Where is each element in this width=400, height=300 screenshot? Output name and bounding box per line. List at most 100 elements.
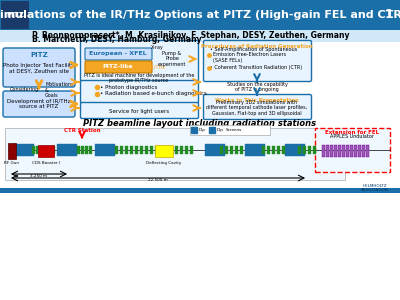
FancyBboxPatch shape bbox=[0, 188, 400, 193]
FancyBboxPatch shape bbox=[44, 146, 47, 154]
FancyBboxPatch shape bbox=[230, 146, 233, 154]
FancyBboxPatch shape bbox=[0, 0, 400, 30]
FancyBboxPatch shape bbox=[354, 145, 357, 157]
Text: Dip: Dip bbox=[217, 128, 224, 132]
FancyBboxPatch shape bbox=[8, 143, 16, 159]
FancyBboxPatch shape bbox=[255, 144, 265, 156]
FancyBboxPatch shape bbox=[115, 146, 118, 154]
FancyBboxPatch shape bbox=[0, 30, 400, 42]
FancyBboxPatch shape bbox=[315, 128, 390, 172]
FancyBboxPatch shape bbox=[175, 146, 178, 154]
FancyBboxPatch shape bbox=[295, 144, 305, 156]
FancyBboxPatch shape bbox=[160, 146, 163, 154]
FancyBboxPatch shape bbox=[235, 146, 238, 154]
FancyBboxPatch shape bbox=[308, 146, 311, 154]
Text: PITZ is ideal machine for development of the
prototype IR/THz source: PITZ is ideal machine for development of… bbox=[84, 73, 194, 83]
Text: Photo Injector Test Facility
at DESY, Zeuthen site: Photo Injector Test Facility at DESY, Ze… bbox=[3, 63, 75, 74]
FancyBboxPatch shape bbox=[1, 1, 29, 29]
FancyBboxPatch shape bbox=[80, 80, 198, 104]
Text: PITZ beamline layout including radiation stations: PITZ beamline layout including radiation… bbox=[84, 119, 316, 128]
FancyBboxPatch shape bbox=[3, 48, 75, 87]
FancyBboxPatch shape bbox=[272, 146, 275, 154]
FancyBboxPatch shape bbox=[338, 145, 341, 157]
Text: PITZ: PITZ bbox=[6, 12, 24, 18]
Text: 22.500 m: 22.500 m bbox=[148, 178, 168, 182]
FancyBboxPatch shape bbox=[185, 146, 188, 154]
FancyBboxPatch shape bbox=[334, 145, 337, 157]
FancyBboxPatch shape bbox=[81, 146, 84, 154]
FancyBboxPatch shape bbox=[303, 146, 306, 154]
FancyBboxPatch shape bbox=[85, 48, 152, 60]
Text: RF Gun: RF Gun bbox=[4, 161, 20, 165]
FancyBboxPatch shape bbox=[225, 146, 228, 154]
Text: HELMHOLTZ
ASSOCIATION: HELMHOLTZ ASSOCIATION bbox=[361, 184, 389, 192]
FancyBboxPatch shape bbox=[135, 146, 138, 154]
FancyBboxPatch shape bbox=[205, 144, 215, 156]
FancyBboxPatch shape bbox=[89, 146, 92, 154]
Text: Studies on the capability
of PITZ is ongoing: Studies on the capability of PITZ is ong… bbox=[226, 82, 288, 92]
FancyBboxPatch shape bbox=[180, 146, 183, 154]
Text: Pump &
Probe
experiment: Pump & Probe experiment bbox=[158, 51, 186, 67]
FancyBboxPatch shape bbox=[3, 91, 75, 117]
Text: Dip: Dip bbox=[199, 128, 206, 132]
Text: Considering: Considering bbox=[10, 88, 39, 92]
Text: European - XFEL: European - XFEL bbox=[89, 52, 147, 56]
Text: Deflecting Cavity: Deflecting Cavity bbox=[146, 161, 182, 165]
FancyBboxPatch shape bbox=[215, 144, 225, 156]
FancyBboxPatch shape bbox=[32, 146, 35, 154]
FancyBboxPatch shape bbox=[155, 145, 173, 157]
FancyBboxPatch shape bbox=[277, 146, 280, 154]
FancyBboxPatch shape bbox=[95, 144, 105, 156]
FancyBboxPatch shape bbox=[313, 146, 316, 154]
Text: IR/THz: IR/THz bbox=[149, 64, 165, 70]
FancyBboxPatch shape bbox=[40, 146, 43, 154]
FancyBboxPatch shape bbox=[170, 146, 173, 154]
FancyBboxPatch shape bbox=[120, 146, 123, 154]
FancyBboxPatch shape bbox=[155, 146, 158, 154]
FancyBboxPatch shape bbox=[190, 125, 270, 135]
FancyBboxPatch shape bbox=[52, 146, 55, 154]
Text: CDS Booster I: CDS Booster I bbox=[32, 161, 60, 165]
FancyBboxPatch shape bbox=[282, 146, 285, 154]
FancyBboxPatch shape bbox=[330, 145, 333, 157]
FancyBboxPatch shape bbox=[204, 94, 312, 119]
FancyBboxPatch shape bbox=[342, 145, 345, 157]
FancyBboxPatch shape bbox=[362, 145, 365, 157]
FancyBboxPatch shape bbox=[85, 61, 152, 73]
FancyBboxPatch shape bbox=[24, 144, 34, 156]
FancyBboxPatch shape bbox=[5, 128, 345, 180]
FancyBboxPatch shape bbox=[366, 145, 369, 157]
Text: • Coherent Transition Radiation (CTR): • Coherent Transition Radiation (CTR) bbox=[210, 65, 302, 70]
FancyBboxPatch shape bbox=[165, 146, 168, 154]
Text: Procedures of Radiation Generation: Procedures of Radiation Generation bbox=[201, 44, 313, 50]
Text: Motivations
&
Goals: Motivations & Goals bbox=[45, 82, 74, 98]
Text: Screens: Screens bbox=[226, 128, 242, 132]
Text: • Photon diagnostics: • Photon diagnostics bbox=[100, 85, 157, 89]
FancyBboxPatch shape bbox=[125, 146, 128, 154]
FancyBboxPatch shape bbox=[262, 146, 265, 154]
FancyBboxPatch shape bbox=[48, 146, 51, 154]
FancyBboxPatch shape bbox=[150, 146, 153, 154]
FancyBboxPatch shape bbox=[220, 146, 223, 154]
Text: • Radiation based e-bunch diagnostics: • Radiation based e-bunch diagnostics bbox=[100, 92, 207, 97]
Text: P. Boonpornprasert*, M. Krasilnikov, F. Stephan, DESY, Zeuthen, Germany: P. Boonpornprasert*, M. Krasilnikov, F. … bbox=[32, 31, 350, 40]
Text: 1: 1 bbox=[384, 8, 393, 22]
FancyBboxPatch shape bbox=[190, 146, 193, 154]
FancyBboxPatch shape bbox=[130, 146, 133, 154]
Text: 3.250 m: 3.250 m bbox=[30, 174, 48, 178]
FancyBboxPatch shape bbox=[36, 146, 39, 154]
Text: B. Marchetti, DESY, Hamburg, Germany: B. Marchetti, DESY, Hamburg, Germany bbox=[32, 35, 202, 44]
FancyBboxPatch shape bbox=[80, 40, 198, 82]
FancyBboxPatch shape bbox=[57, 144, 67, 156]
FancyBboxPatch shape bbox=[240, 146, 243, 154]
Text: Service for light users: Service for light users bbox=[109, 109, 169, 113]
FancyBboxPatch shape bbox=[267, 146, 270, 154]
Text: APPLES Undulator: APPLES Undulator bbox=[330, 134, 374, 139]
Text: Development of IR/THz
source at PITZ: Development of IR/THz source at PITZ bbox=[7, 99, 71, 110]
Text: Preliminary 3D2 simulations with
different temporal cathode laser profiles,
Gaus: Preliminary 3D2 simulations with differe… bbox=[206, 100, 308, 116]
FancyBboxPatch shape bbox=[80, 103, 198, 118]
FancyBboxPatch shape bbox=[77, 146, 80, 154]
FancyBboxPatch shape bbox=[140, 146, 143, 154]
FancyBboxPatch shape bbox=[85, 146, 88, 154]
FancyBboxPatch shape bbox=[245, 144, 255, 156]
